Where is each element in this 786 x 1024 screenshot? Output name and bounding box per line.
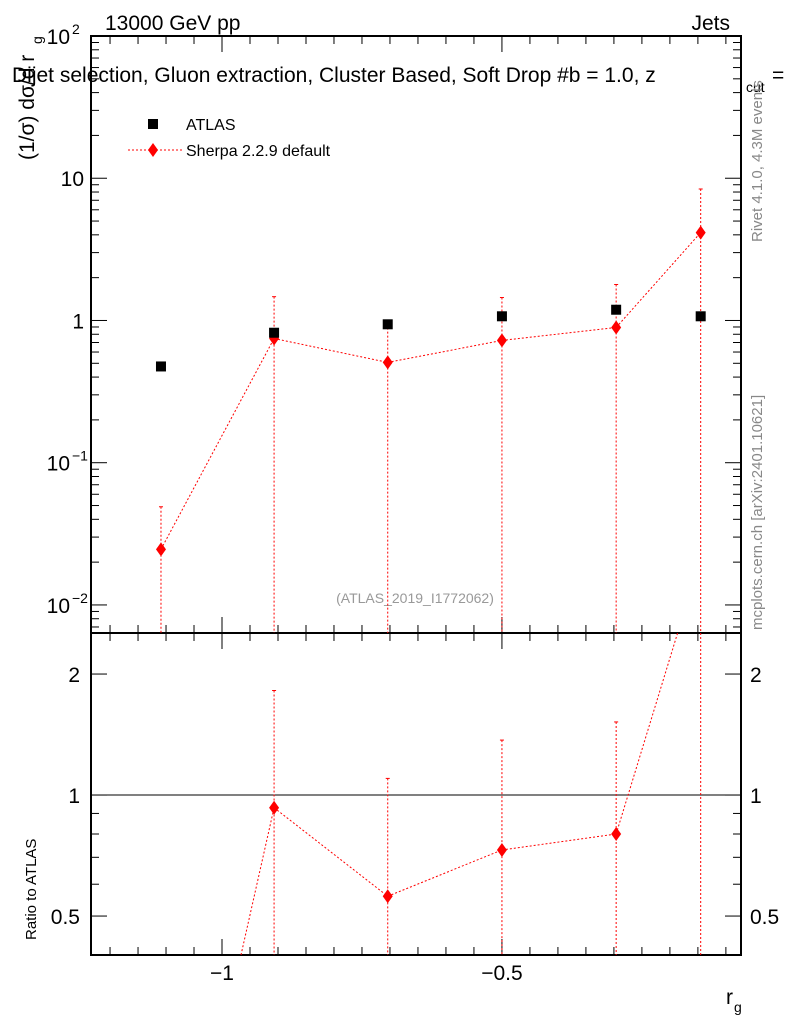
ratio-sherpa-point — [382, 889, 393, 904]
sherpa-line — [615, 232, 702, 328]
xlabel: r — [726, 986, 733, 1009]
atlas-point — [611, 304, 622, 315]
legend-atlas-marker — [148, 119, 158, 129]
ylabel: (1/σ) dσ/d r — [16, 55, 39, 160]
y-tick-label: 1 — [72, 310, 84, 333]
sherpa-point — [695, 225, 706, 240]
y-tick-exponent: 2 — [72, 21, 80, 37]
sherpa-line — [387, 339, 503, 363]
sherpa-point — [611, 320, 622, 335]
ratio-sherpa-point — [269, 800, 280, 815]
ratio-tick-label: 1 — [750, 785, 762, 808]
xlabel-sub: g — [734, 999, 742, 1015]
atlas-point — [496, 311, 507, 322]
y-axis-label: (1/σ) dσ/d r g — [16, 36, 45, 160]
sherpa-point — [382, 355, 393, 370]
ratio-tick-label: 2 — [68, 664, 80, 687]
ratio-sherpa-line — [240, 807, 275, 956]
title-sub: cut — [746, 79, 765, 95]
y-tick-label: 10 — [47, 453, 70, 476]
ratio-sherpa-line — [501, 833, 617, 851]
x-tick-label: −1 — [210, 962, 234, 985]
legend-sherpa-marker — [148, 143, 158, 157]
ratio-sherpa-point — [496, 842, 507, 857]
x-tick-label: −0.5 — [481, 962, 522, 985]
analysis-label: (ATLAS_2019_I1772062) — [336, 590, 494, 606]
header-left: 13000 GeV pp — [105, 12, 240, 35]
x-axis-label: r g — [726, 986, 742, 1015]
atlas-point — [269, 327, 280, 338]
ratio-tick-label: 0.5 — [51, 906, 80, 929]
header-right: Jets — [691, 12, 730, 35]
sherpa-line — [501, 326, 617, 341]
rivet-version-text: Rivet 4.1.0, 4.3M events — [749, 80, 766, 242]
sherpa-point — [155, 542, 166, 557]
ratio-tick-label: 2 — [750, 664, 762, 687]
atlas-point — [695, 311, 706, 322]
mcplots-text: mcplots.cern.ch [arXiv:2401.10621] — [749, 395, 766, 630]
title-tail: = — [772, 64, 784, 87]
ratio-sherpa-line — [615, 632, 679, 835]
y-tick-exponent: −1 — [72, 448, 88, 464]
legend: ATLAS Sherpa 2.2.9 default — [128, 117, 331, 160]
y-tick-label: 10 — [47, 26, 70, 49]
ratio-y-label: Ratio to ATLAS — [23, 839, 40, 940]
sherpa-line — [160, 338, 275, 550]
y-tick-exponent: −2 — [72, 590, 88, 606]
ratio-sherpa-line — [273, 807, 389, 897]
ylabel-sub: g — [29, 36, 45, 44]
atlas-point — [382, 319, 393, 330]
ratio-frame — [90, 632, 742, 956]
ratio-sherpa-point — [611, 826, 622, 841]
atlas-point — [155, 361, 166, 372]
ratio-tick-label: 0.5 — [750, 906, 779, 929]
title: Dijet selection, Gluon extraction, Clust… — [12, 64, 784, 95]
ratio-tick-label: 1 — [68, 785, 80, 808]
title-text: Dijet selection, Gluon extraction, Clust… — [12, 64, 656, 87]
legend-sherpa-label: Sherpa 2.2.9 default — [186, 143, 331, 160]
y-tick-label: 10 — [61, 168, 84, 191]
ratio-sherpa-line — [387, 849, 503, 897]
legend-atlas-label: ATLAS — [186, 117, 236, 134]
y-tick-label: 10 — [47, 595, 70, 618]
sherpa-line — [273, 338, 388, 363]
sherpa-point — [496, 333, 507, 348]
